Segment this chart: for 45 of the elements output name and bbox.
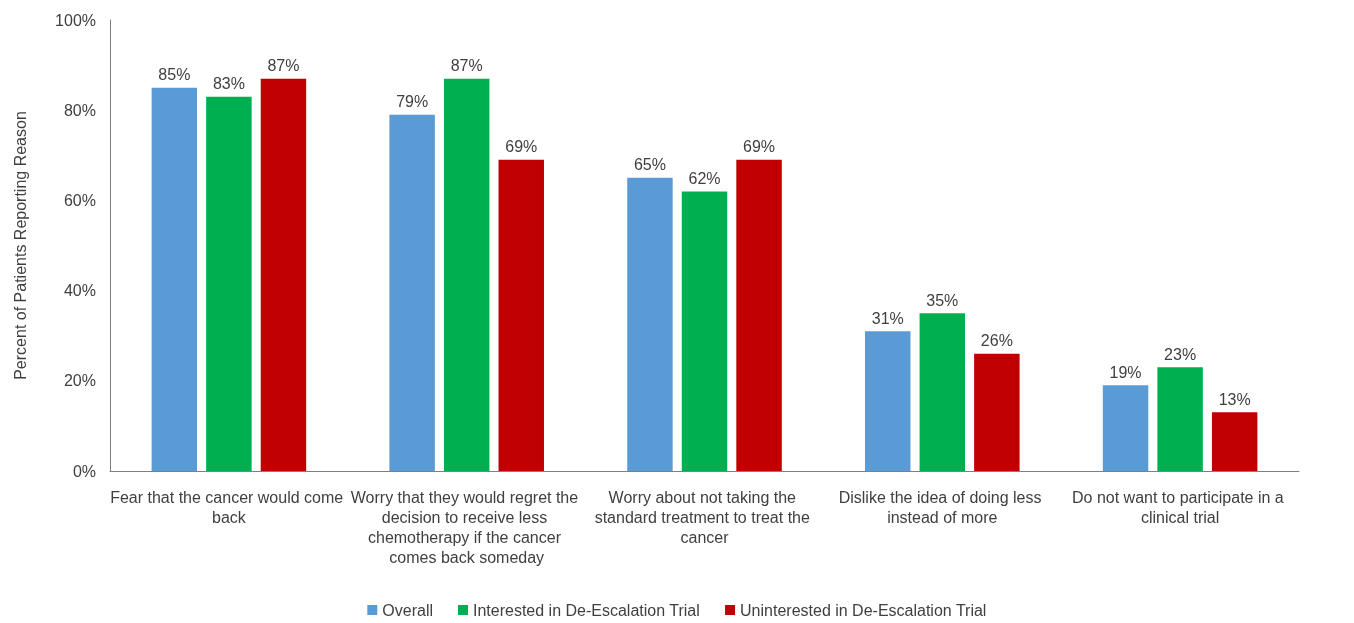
data-label: 26% <box>980 332 1013 350</box>
x-tick-label: Worry that they would regret the decision to receive less chemotherapy if the cancer comes back someday <box>350 488 583 566</box>
data-label: 23% <box>1164 345 1197 363</box>
data-label: 85% <box>158 66 191 84</box>
y-tick-label: 60% <box>63 191 96 209</box>
bar <box>1102 385 1149 471</box>
data-label: 83% <box>212 75 245 93</box>
bar <box>736 159 782 471</box>
data-label: 69% <box>505 138 538 156</box>
x-tick-label: Fear that the cancer would come back <box>110 488 348 526</box>
bar <box>1211 412 1258 471</box>
bar <box>865 331 911 471</box>
bar <box>1157 367 1203 471</box>
y-tick-label: 80% <box>63 101 96 119</box>
bar <box>151 87 198 471</box>
data-label: 19% <box>1109 363 1142 381</box>
data-label: 35% <box>926 291 959 309</box>
bar <box>389 114 435 471</box>
x-tick-label: Dislike the idea of doing less instead of more <box>838 488 1046 526</box>
data-label: 31% <box>871 309 904 327</box>
data-label: 87% <box>450 57 483 75</box>
y-axis-title: Percent of Patients Reporting Reason <box>11 111 29 380</box>
bar <box>681 191 728 471</box>
legend-label: Uninterested in De-Escalation Trial <box>740 601 987 619</box>
x-tick-label: Worry about not taking the standard treatment to treat the cancer <box>594 488 815 546</box>
data-label: 79% <box>396 93 429 111</box>
legend-label: Overall <box>382 601 433 619</box>
y-tick-label: 0% <box>72 462 96 480</box>
bar <box>260 78 307 471</box>
data-label: 69% <box>743 138 776 156</box>
bar <box>443 78 490 471</box>
x-tick-label: Do not want to participate in a clinical trial <box>1072 488 1289 526</box>
data-label: 87% <box>267 57 300 75</box>
legend-label: Interested in De-Escalation Trial <box>473 601 700 619</box>
bar <box>974 353 1020 471</box>
y-tick-label: 20% <box>63 372 96 390</box>
data-label: 13% <box>1218 390 1251 408</box>
bar <box>206 96 252 471</box>
bar <box>919 313 966 471</box>
y-tick-label: 40% <box>63 282 96 300</box>
bar <box>498 159 544 471</box>
data-label: 62% <box>688 169 721 187</box>
y-tick-label: 100% <box>55 11 96 29</box>
bar <box>627 177 673 471</box>
data-label: 65% <box>633 156 666 174</box>
